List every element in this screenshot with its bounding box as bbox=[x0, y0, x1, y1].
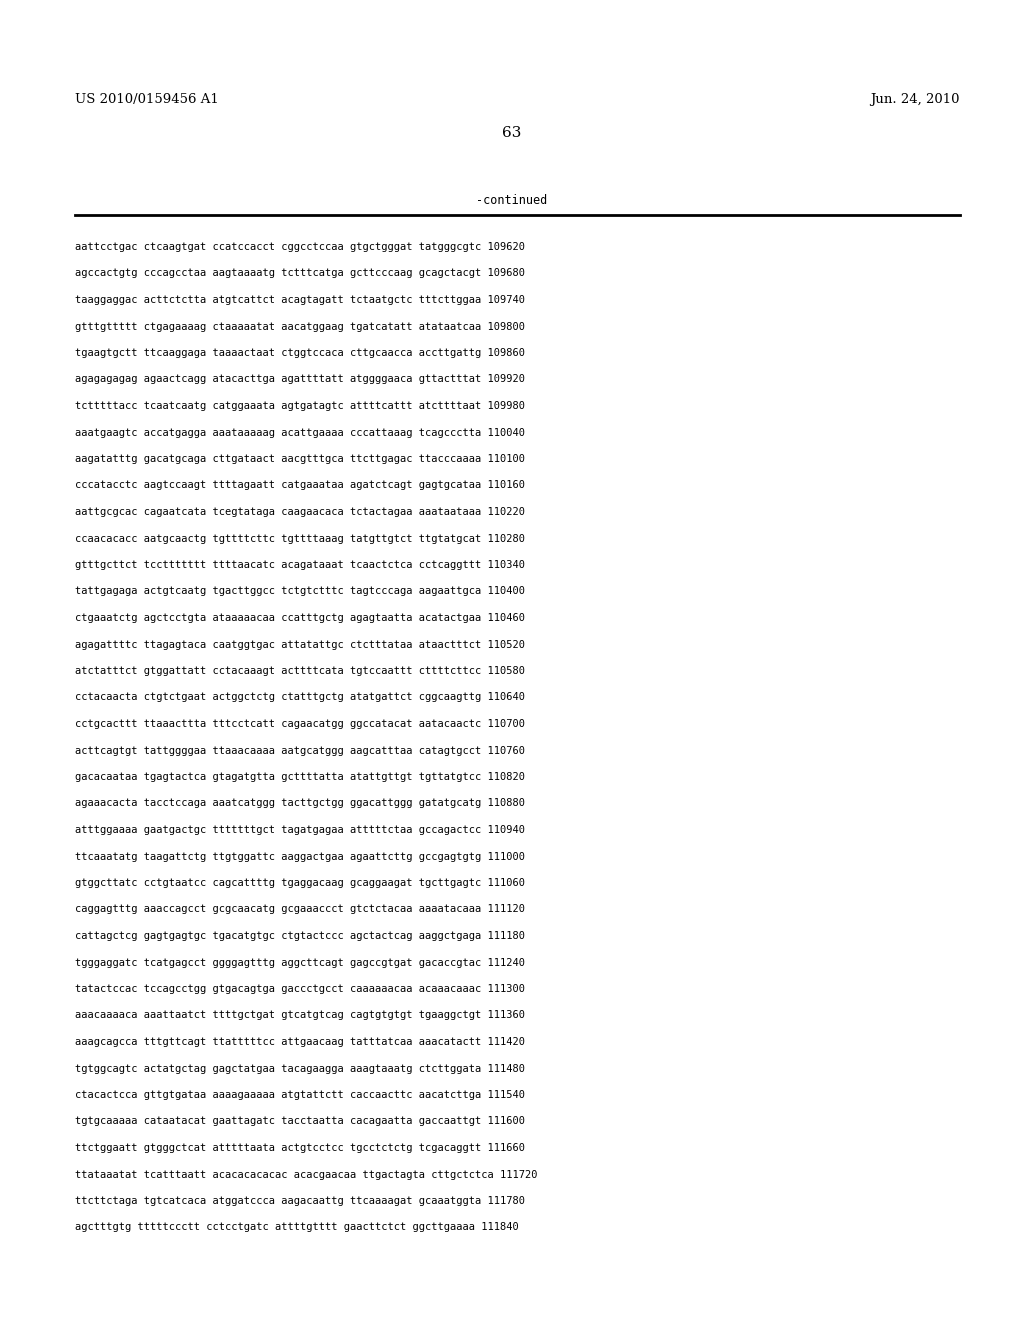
Text: agctttgtg tttttccctt cctcctgatc attttgtttt gaacttctct ggcttgaaaa 111840: agctttgtg tttttccctt cctcctgatc attttgtt… bbox=[75, 1222, 519, 1233]
Text: tctttttacc tcaatcaatg catggaaata agtgatagtc attttcattt atcttttaat 109980: tctttttacc tcaatcaatg catggaaata agtgata… bbox=[75, 401, 525, 411]
Text: gtttgttttt ctgagaaaag ctaaaaatat aacatggaag tgatcatatt atataatcaa 109800: gtttgttttt ctgagaaaag ctaaaaatat aacatgg… bbox=[75, 322, 525, 331]
Text: aaagcagcca tttgttcagt ttatttttcc attgaacaag tatttatcaa aaacatactt 111420: aaagcagcca tttgttcagt ttatttttcc attgaac… bbox=[75, 1038, 525, 1047]
Text: taaggaggac acttctctta atgtcattct acagtagatt tctaatgctc tttcttggaa 109740: taaggaggac acttctctta atgtcattct acagtag… bbox=[75, 294, 525, 305]
Text: atctatttct gtggattatt cctacaaagt acttttcata tgtccaattt cttttcttcc 110580: atctatttct gtggattatt cctacaaagt acttttc… bbox=[75, 667, 525, 676]
Text: ccaacacacc aatgcaactg tgttttcttc tgttttaaag tatgttgtct ttgtatgcat 110280: ccaacacacc aatgcaactg tgttttcttc tgtttta… bbox=[75, 533, 525, 544]
Text: tgtgcaaaaa cataatacat gaattagatc tacctaatta cacagaatta gaccaattgt 111600: tgtgcaaaaa cataatacat gaattagatc tacctaa… bbox=[75, 1117, 525, 1126]
Text: cccatacctc aagtccaagt ttttagaatt catgaaataa agatctcagt gagtgcataa 110160: cccatacctc aagtccaagt ttttagaatt catgaaa… bbox=[75, 480, 525, 491]
Text: agaaacacta tacctccaga aaatcatggg tacttgctgg ggacattggg gatatgcatg 110880: agaaacacta tacctccaga aaatcatggg tacttgc… bbox=[75, 799, 525, 808]
Text: 63: 63 bbox=[503, 125, 521, 140]
Text: tatactccac tccagcctgg gtgacagtga gaccctgcct caaaaaacaa acaaacaaac 111300: tatactccac tccagcctgg gtgacagtga gaccctg… bbox=[75, 983, 525, 994]
Text: acttcagtgt tattggggaa ttaaacaaaa aatgcatggg aagcatttaa catagtgcct 110760: acttcagtgt tattggggaa ttaaacaaaa aatgcat… bbox=[75, 746, 525, 755]
Text: gacacaataa tgagtactca gtagatgtta gcttttatta atattgttgt tgttatgtcc 110820: gacacaataa tgagtactca gtagatgtta gctttta… bbox=[75, 772, 525, 781]
Text: US 2010/0159456 A1: US 2010/0159456 A1 bbox=[75, 94, 219, 107]
Text: gtggcttatc cctgtaatcc cagcattttg tgaggacaag gcaggaagat tgcttgagtc 111060: gtggcttatc cctgtaatcc cagcattttg tgaggac… bbox=[75, 878, 525, 888]
Text: tgaagtgctt ttcaaggaga taaaactaat ctggtccaca cttgcaacca accttgattg 109860: tgaagtgctt ttcaaggaga taaaactaat ctggtcc… bbox=[75, 348, 525, 358]
Text: aagatatttg gacatgcaga cttgataact aacgtttgca ttcttgagac ttacccaaaa 110100: aagatatttg gacatgcaga cttgataact aacgttt… bbox=[75, 454, 525, 465]
Text: ctacactcca gttgtgataa aaaagaaaaa atgtattctt caccaacttc aacatcttga 111540: ctacactcca gttgtgataa aaaagaaaaa atgtatt… bbox=[75, 1090, 525, 1100]
Text: ttataaatat tcatttaatt acacacacacac acacgaacaa ttgactagta cttgctctca 111720: ttataaatat tcatttaatt acacacacacac acacg… bbox=[75, 1170, 538, 1180]
Text: ttcttctaga tgtcatcaca atggatccca aagacaattg ttcaaaagat gcaaatggta 111780: ttcttctaga tgtcatcaca atggatccca aagacaa… bbox=[75, 1196, 525, 1206]
Text: tgggaggatc tcatgagcct ggggagtttg aggcttcagt gagccgtgat gacaccgtac 111240: tgggaggatc tcatgagcct ggggagtttg aggcttc… bbox=[75, 957, 525, 968]
Text: aattgcgcac cagaatcata tcegtataga caagaacaca tctactagaa aaataataaa 110220: aattgcgcac cagaatcata tcegtataga caagaac… bbox=[75, 507, 525, 517]
Text: aaatgaagtc accatgagga aaataaaaag acattgaaaa cccattaaag tcagccctta 110040: aaatgaagtc accatgagga aaataaaaag acattga… bbox=[75, 428, 525, 437]
Text: ttctggaatt gtgggctcat atttttaata actgtcctcc tgcctctctg tcgacaggtt 111660: ttctggaatt gtgggctcat atttttaata actgtcc… bbox=[75, 1143, 525, 1152]
Text: cctgcacttt ttaaacttta tttcctcatt cagaacatgg ggccatacat aatacaactc 110700: cctgcacttt ttaaacttta tttcctcatt cagaaca… bbox=[75, 719, 525, 729]
Text: -continued: -continued bbox=[476, 194, 548, 206]
Text: agagagagag agaactcagg atacacttga agattttatt atggggaaca gttactttat 109920: agagagagag agaactcagg atacacttga agatttt… bbox=[75, 375, 525, 384]
Text: tattgagaga actgtcaatg tgacttggcc tctgtctttc tagtcccaga aagaattgca 110400: tattgagaga actgtcaatg tgacttggcc tctgtct… bbox=[75, 586, 525, 597]
Text: cctacaacta ctgtctgaat actggctctg ctatttgctg atatgattct cggcaagttg 110640: cctacaacta ctgtctgaat actggctctg ctatttg… bbox=[75, 693, 525, 702]
Text: cattagctcg gagtgagtgc tgacatgtgc ctgtactccc agctactcag aaggctgaga 111180: cattagctcg gagtgagtgc tgacatgtgc ctgtact… bbox=[75, 931, 525, 941]
Text: agagattttc ttagagtaca caatggtgac attatattgc ctctttataa ataactttct 110520: agagattttc ttagagtaca caatggtgac attatat… bbox=[75, 639, 525, 649]
Text: atttggaaaa gaatgactgc tttttttgct tagatgagaa atttttctaa gccagactcc 110940: atttggaaaa gaatgactgc tttttttgct tagatga… bbox=[75, 825, 525, 836]
Text: caggagtttg aaaccagcct gcgcaacatg gcgaaaccct gtctctacaa aaaatacaaa 111120: caggagtttg aaaccagcct gcgcaacatg gcgaaac… bbox=[75, 904, 525, 915]
Text: aattcctgac ctcaagtgat ccatccacct cggcctccaa gtgctgggat tatgggcgtc 109620: aattcctgac ctcaagtgat ccatccacct cggcctc… bbox=[75, 242, 525, 252]
Text: ttcaaatatg taagattctg ttgtggattc aaggactgaa agaattcttg gccgagtgtg 111000: ttcaaatatg taagattctg ttgtggattc aaggact… bbox=[75, 851, 525, 862]
Text: agccactgtg cccagcctaa aagtaaaatg tctttcatga gcttcccaag gcagctacgt 109680: agccactgtg cccagcctaa aagtaaaatg tctttca… bbox=[75, 268, 525, 279]
Text: tgtggcagtc actatgctag gagctatgaa tacagaagga aaagtaaatg ctcttggata 111480: tgtggcagtc actatgctag gagctatgaa tacagaa… bbox=[75, 1064, 525, 1073]
Text: gtttgcttct tccttttttt ttttaacatc acagataaat tcaactctca cctcaggttt 110340: gtttgcttct tccttttttt ttttaacatc acagata… bbox=[75, 560, 525, 570]
Text: aaacaaaaca aaattaatct ttttgctgat gtcatgtcag cagtgtgtgt tgaaggctgt 111360: aaacaaaaca aaattaatct ttttgctgat gtcatgt… bbox=[75, 1011, 525, 1020]
Text: Jun. 24, 2010: Jun. 24, 2010 bbox=[870, 94, 961, 107]
Text: ctgaaatctg agctcctgta ataaaaacaa ccatttgctg agagtaatta acatactgaa 110460: ctgaaatctg agctcctgta ataaaaacaa ccatttg… bbox=[75, 612, 525, 623]
